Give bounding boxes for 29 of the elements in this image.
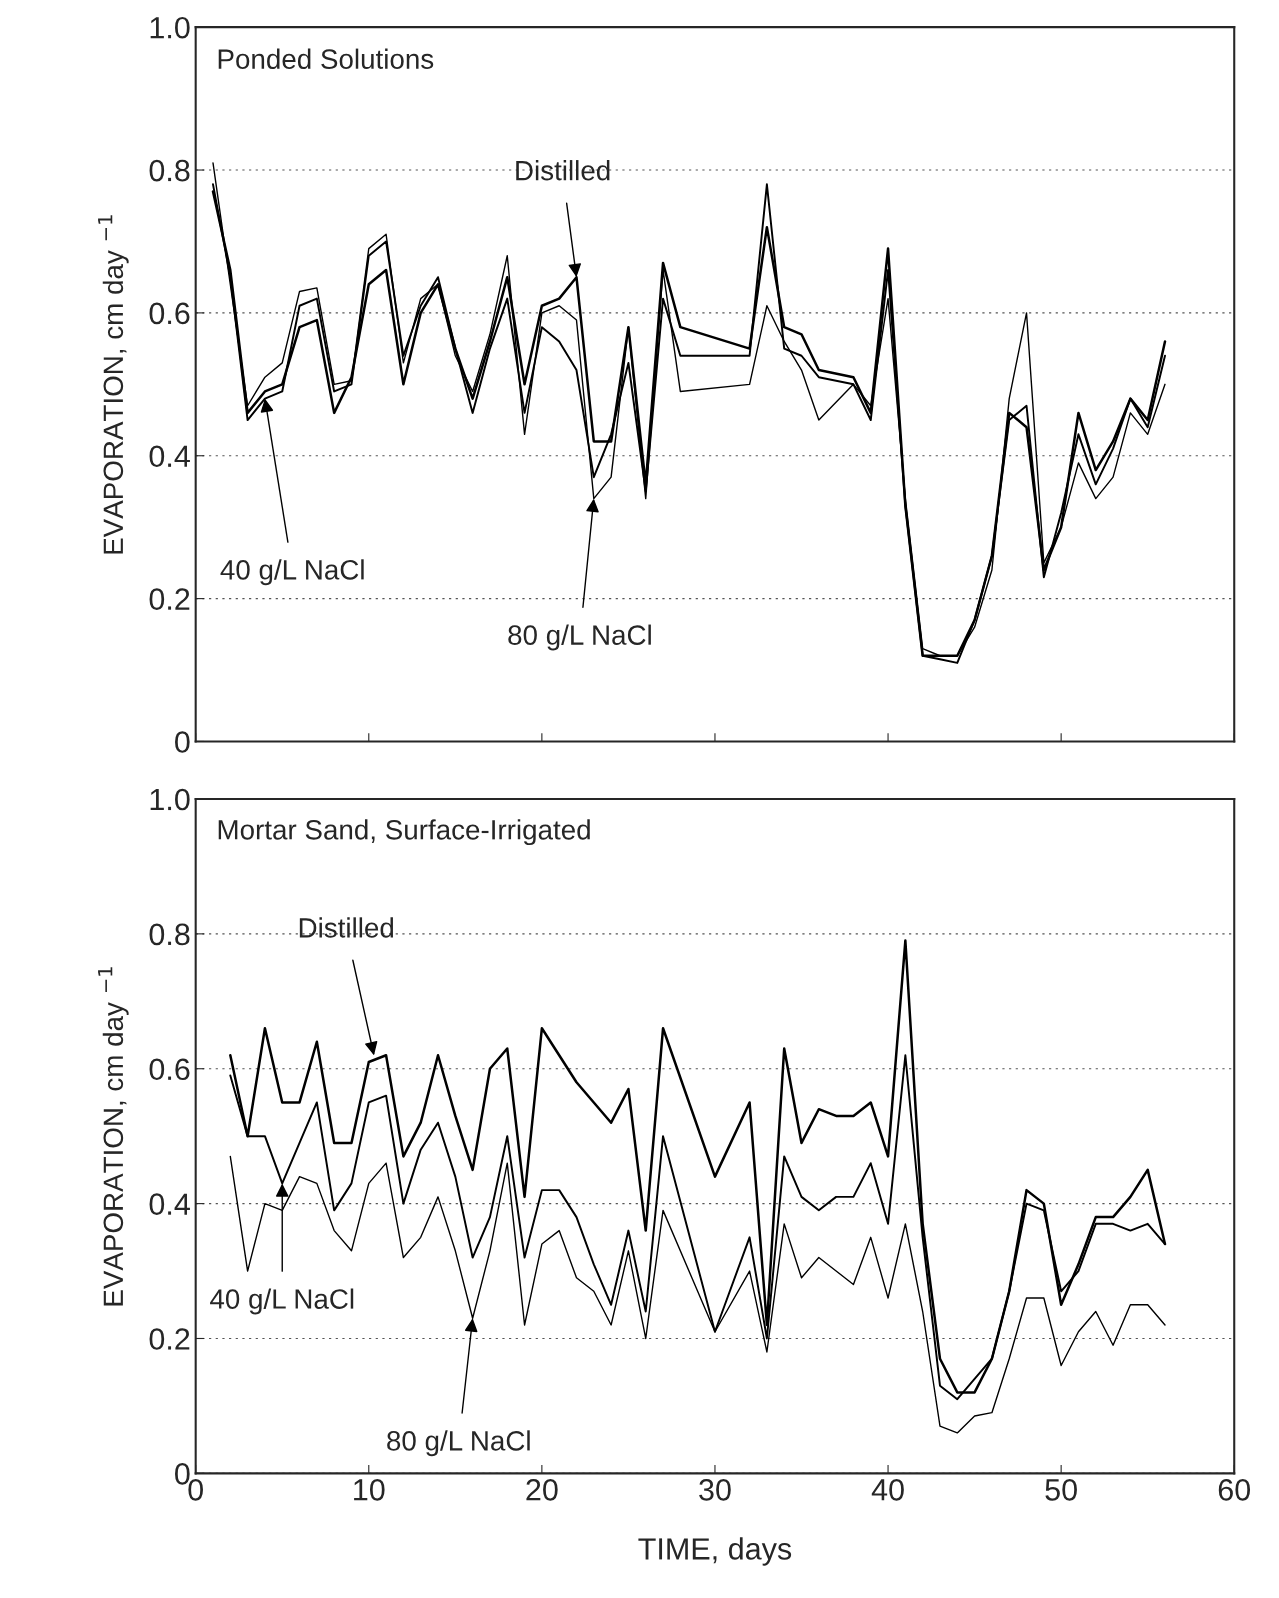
y-tick-label: 0.6 xyxy=(149,1058,190,1081)
y-tick-label: 0 xyxy=(175,1463,190,1485)
annotation: 80 g/L NaCl xyxy=(387,1430,530,1457)
x-tick-label: 50 xyxy=(1045,1479,1077,1501)
annotation: 80 g/L NaCl xyxy=(508,624,651,651)
annotation: Distilled xyxy=(299,917,394,938)
x-tick-label: 10 xyxy=(354,1479,385,1501)
x-tick-label: 60 xyxy=(1218,1479,1251,1501)
y-tick-label: 0.6 xyxy=(149,302,190,325)
annotation: Distilled xyxy=(516,160,610,181)
text: Mortar Sand, Surface-Irrigated xyxy=(218,819,590,846)
y-tick-label: 0.2 xyxy=(149,1328,190,1350)
y-tick-label: 1.0 xyxy=(150,16,190,39)
y-axis-title: EVAPORATION, cm day $^{−1}$ xyxy=(98,215,129,554)
y-axis-title: EVAPORATION, cm day $^{−1}$ xyxy=(98,967,129,1306)
y-tick-label: 0.2 xyxy=(149,588,190,610)
text: Ponded Solutions xyxy=(218,48,434,69)
annotation: 40 g/L NaCl xyxy=(220,559,364,586)
y-tick-label: 1.0 xyxy=(150,788,190,811)
x-axis-title: TIME, days xyxy=(638,1537,792,1566)
x-tick-label: 40 xyxy=(871,1479,904,1501)
y-tick-label: 0.8 xyxy=(149,923,190,946)
y-tick-label: 0 xyxy=(175,731,190,753)
y-tick-label: 0.4 xyxy=(149,445,190,468)
y-tick-label: 0.8 xyxy=(149,159,190,182)
x-tick-label: 30 xyxy=(699,1479,731,1501)
y-tick-label: 0.4 xyxy=(149,1193,190,1215)
x-tick-label: 20 xyxy=(526,1479,558,1501)
annotation: 40 g/L NaCl xyxy=(210,1288,354,1315)
